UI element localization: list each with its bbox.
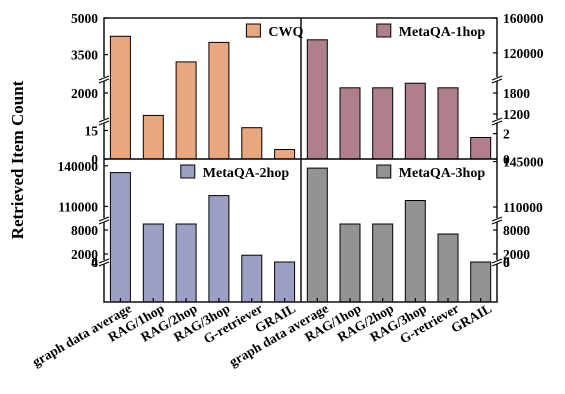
y-tick-label-cwq-5000: 5000 (71, 11, 98, 26)
y-tick-label-metaqa-1hop-0: 0 (503, 152, 510, 167)
bar-cwq-graph-data-average (109, 35, 131, 160)
bar-cwq-g-retriever (241, 127, 263, 160)
legend-label-cwq: CWQ (268, 25, 303, 40)
bar-metaqa-1hop-rag-3hop (404, 82, 426, 160)
axis-break-line-b-cwq-0 (98, 120, 110, 126)
y-tick-label-metaqa-1hop-120000: 120000 (503, 46, 544, 61)
y-tick-label-metaqa-1hop-160000: 160000 (503, 11, 544, 26)
axis-break-gap-metaqa-2hop-1 (99, 218, 109, 222)
axis-break-gap-cwq-1 (99, 77, 109, 81)
bar-metaqa-3hop-rag-3hop (404, 200, 426, 303)
bar-metaqa-2hop-rag-3hop (208, 195, 230, 303)
axis-break-line-a-metaqa-2hop-1 (98, 216, 110, 222)
legend-label-metaqa-1hop: MetaQA-1hop (399, 25, 486, 40)
axis-break-line-a-cwq-0 (98, 117, 110, 123)
y-tick-label-metaqa-2hop-0: 0 (91, 255, 98, 270)
legend-swatch-metaqa-1hop (376, 23, 392, 38)
bar-metaqa-2hop-graph-data-average (109, 172, 131, 303)
legend-label-metaqa-2hop: MetaQA-2hop (203, 166, 290, 181)
bar-metaqa-2hop-rag-2hop (175, 223, 197, 303)
y-tick-label-cwq-3500: 3500 (71, 48, 98, 63)
bar-metaqa-3hop-grail (470, 261, 492, 303)
y-tick-label-metaqa-3hop-6: 6 (503, 255, 510, 270)
bar-metaqa-2hop-grail (274, 261, 296, 303)
bar-metaqa-1hop-grail (470, 137, 492, 160)
bar-metaqa-1hop-g-retriever (437, 87, 459, 160)
y-tick-label-metaqa-1hop-1200: 1200 (503, 107, 530, 122)
axis-break-gap-metaqa-1hop-0 (492, 119, 502, 123)
bar-metaqa-1hop-rag-1hop (339, 87, 361, 160)
axis-break-line-b-metaqa-1hop-0 (491, 120, 503, 126)
y-tick-label-metaqa-2hop-140000: 140000 (58, 159, 99, 174)
axis-break-gap-metaqa-1hop-1 (492, 77, 502, 81)
axis-break-line-b-cwq-1 (98, 78, 110, 84)
axis-break-line-a-metaqa-2hop-0 (98, 258, 110, 264)
axis-break-gap-metaqa-2hop-0 (99, 260, 109, 264)
legend-swatch-cwq (245, 23, 261, 38)
axis-break-line-a-cwq-1 (98, 75, 110, 81)
y-tick-label-metaqa-2hop-8000: 8000 (71, 223, 98, 238)
y-tick-label-cwq-15: 15 (85, 124, 99, 139)
y-tick-label-metaqa-3hop-145000: 145000 (503, 155, 544, 170)
axis-break-gap-metaqa-3hop-0 (492, 260, 502, 264)
bar-metaqa-3hop-rag-2hop (372, 223, 394, 303)
axis-break-line-b-metaqa-2hop-1 (98, 219, 110, 225)
axis-break-line-b-metaqa-3hop-1 (491, 219, 503, 225)
legend-swatch-metaqa-3hop (376, 164, 392, 179)
axis-break-line-a-metaqa-1hop-0 (491, 117, 503, 123)
axis-break-line-b-metaqa-3hop-0 (491, 261, 503, 267)
bar-cwq-rag-2hop (175, 61, 197, 160)
axis-break-line-a-metaqa-1hop-1 (491, 75, 503, 81)
y-tick-label-metaqa-3hop-0: 0 (503, 255, 510, 270)
y-axis-label: Retrieved Item Count (8, 80, 27, 239)
bar-metaqa-2hop-g-retriever (241, 254, 263, 303)
bar-metaqa-3hop-g-retriever (437, 233, 459, 303)
y-tick-label-metaqa-2hop-4: 4 (91, 255, 98, 270)
y-tick-label-metaqa-2hop-110000: 110000 (58, 199, 98, 214)
legend-label-metaqa-3hop: MetaQA-3hop (399, 166, 486, 181)
bar-cwq-rag-3hop (208, 41, 230, 160)
axis-break-line-a-metaqa-3hop-1 (491, 216, 503, 222)
y-tick-label-metaqa-2hop-2000: 2000 (71, 247, 98, 262)
axis-break-gap-metaqa-3hop-1 (492, 218, 502, 222)
y-tick-label-cwq-0: 0 (91, 152, 98, 167)
y-tick-label-metaqa-1hop-2: 2 (503, 127, 510, 142)
bar-metaqa-2hop-rag-1hop (142, 223, 164, 303)
y-tick-label-metaqa-3hop-8000: 8000 (503, 223, 530, 238)
axis-break-line-a-metaqa-3hop-0 (491, 258, 503, 264)
axis-break-line-b-metaqa-2hop-0 (98, 261, 110, 267)
bar-metaqa-3hop-graph-data-average (306, 167, 328, 303)
legend-swatch-metaqa-2hop (180, 164, 196, 179)
bar-metaqa-3hop-rag-1hop (339, 223, 361, 303)
bar-metaqa-1hop-graph-data-average (306, 39, 328, 160)
axis-break-line-b-metaqa-1hop-1 (491, 78, 503, 84)
bar-cwq-rag-1hop (142, 114, 164, 160)
bar-cwq-grail (274, 149, 296, 160)
y-tick-label-metaqa-1hop-1800: 1800 (503, 86, 530, 101)
axis-break-gap-cwq-0 (99, 119, 109, 123)
y-tick-label-metaqa-3hop-110000: 110000 (503, 200, 543, 215)
bar-metaqa-1hop-rag-2hop (372, 87, 394, 160)
y-tick-label-metaqa-3hop-2000: 2000 (503, 247, 530, 262)
y-tick-label-cwq-2000: 2000 (71, 86, 98, 101)
